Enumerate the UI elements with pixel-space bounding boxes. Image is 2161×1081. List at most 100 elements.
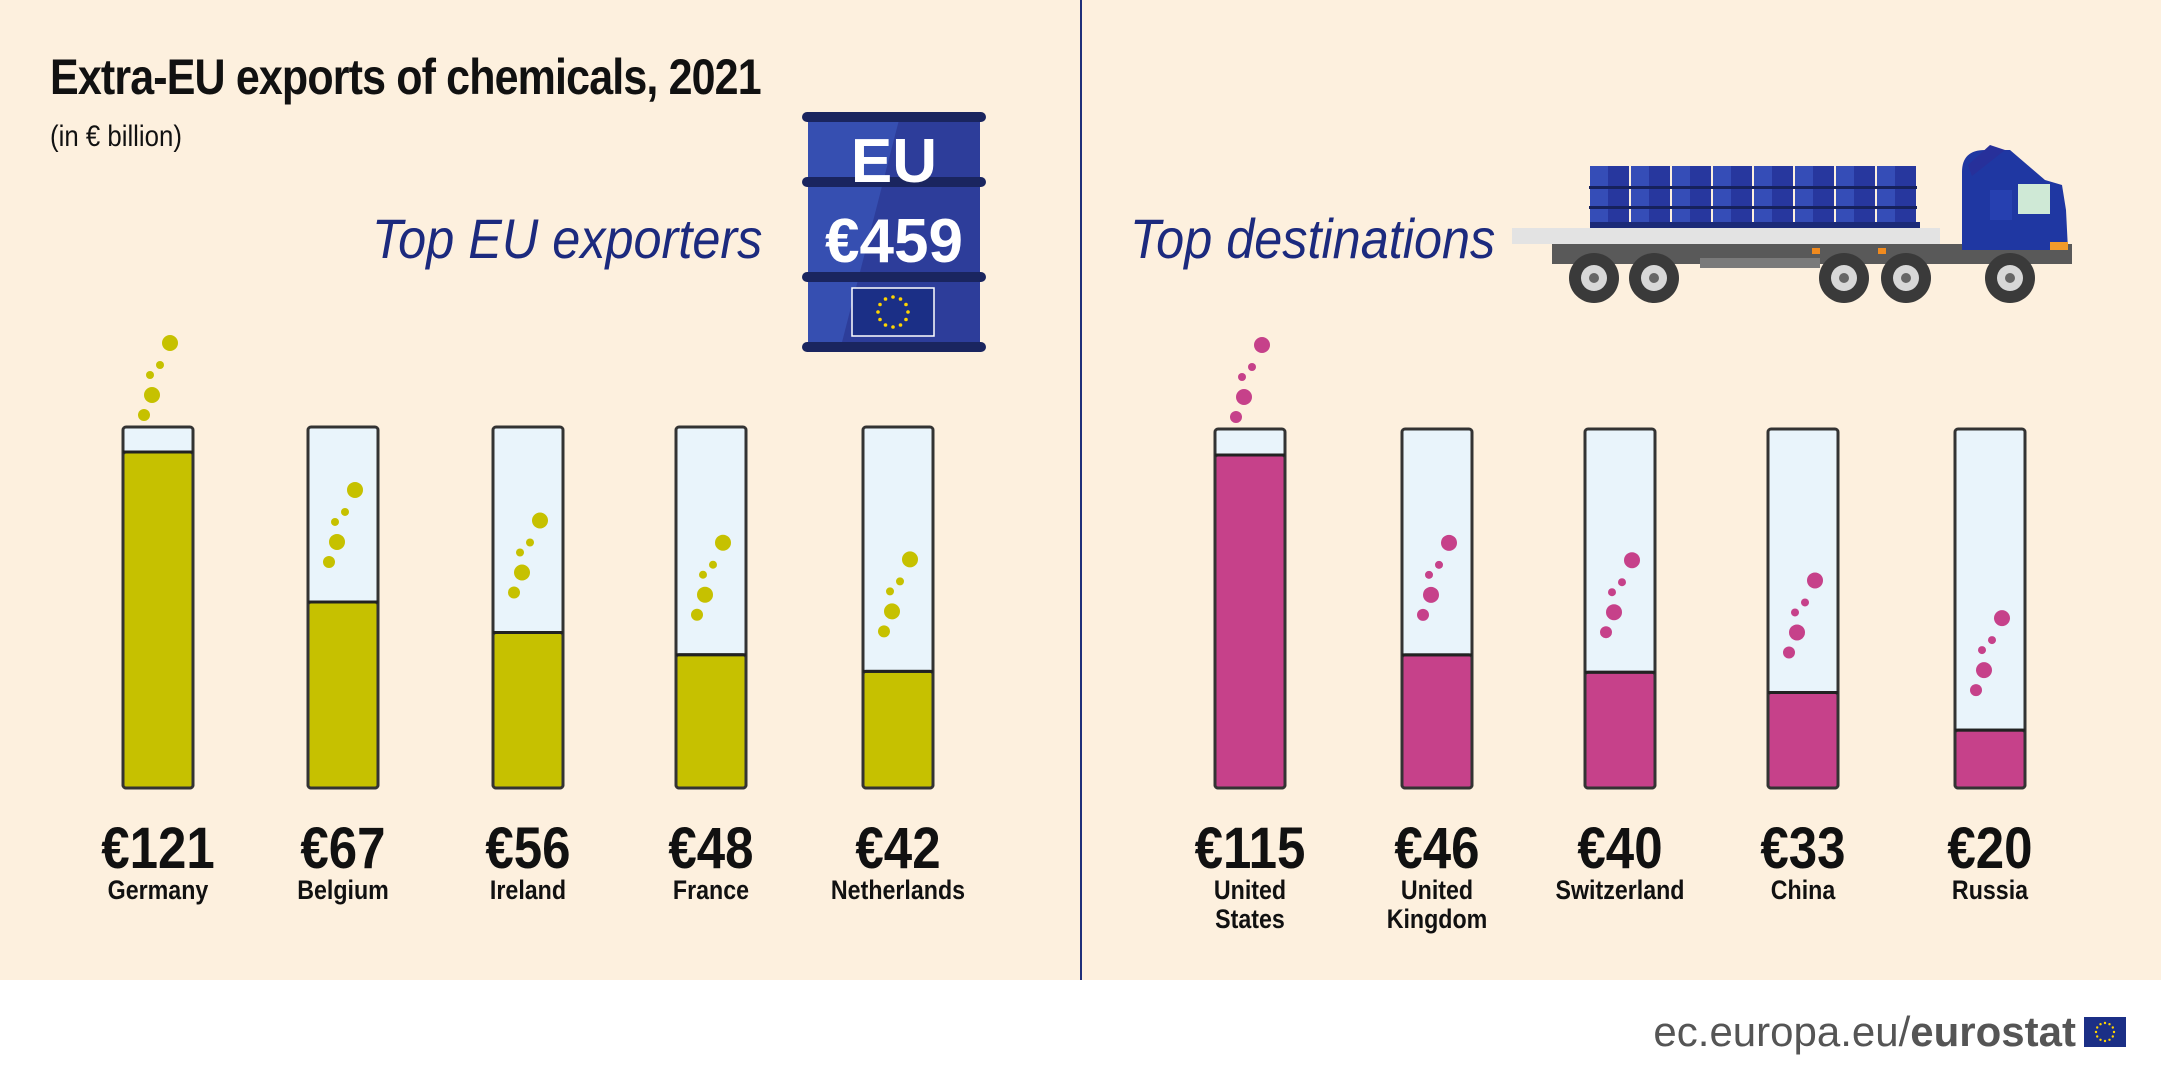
eu-star [2096, 1035, 2099, 1038]
bubbles-icon [1994, 610, 2010, 627]
bubbles-icon [1417, 608, 1429, 621]
truck-wheel-center [2005, 273, 2015, 283]
value-label: €48 [668, 816, 753, 881]
eu-star [883, 297, 888, 301]
category-label: Kingdom [1387, 904, 1488, 934]
truck-barrel-highlight [1631, 166, 1649, 224]
bubbles-icon [1425, 570, 1433, 579]
value-label: €115 [1195, 816, 1306, 881]
eu-star [883, 323, 888, 327]
bubbles-icon [1608, 588, 1616, 597]
bubbles-icon [697, 586, 713, 603]
value-label: €20 [1947, 816, 2032, 881]
category-label: Ireland [490, 875, 566, 905]
bubbles-icon [144, 387, 160, 403]
bar [861, 669, 935, 790]
value-label: €33 [1760, 816, 1845, 881]
bar [1213, 453, 1287, 790]
barrel-icon: EU €459 [802, 112, 986, 352]
bubbles-icon [1807, 572, 1823, 589]
value-label: €40 [1577, 816, 1662, 881]
truck-barrel-highlight [1877, 166, 1895, 224]
bubbles-icon [1606, 604, 1622, 621]
truck-barrel-band [1753, 186, 1794, 189]
bubbles-icon [347, 481, 363, 498]
eu-star [904, 302, 908, 307]
category-label: China [1771, 875, 1836, 905]
eu-star [904, 317, 908, 322]
category-label: Netherlands [831, 875, 965, 905]
truck-wheel-center [1901, 273, 1911, 283]
bar [306, 600, 380, 790]
bubbles-icon [699, 570, 707, 579]
eu-flag-icon [2084, 1017, 2126, 1047]
category-label: Russia [1952, 875, 2029, 905]
bubbles-icon [341, 507, 349, 516]
bubbles-icon [691, 608, 703, 621]
bubbles-icon [1248, 363, 1256, 371]
value-label: €42 [855, 816, 940, 881]
bubbles-icon [532, 512, 548, 529]
bar [1400, 653, 1474, 790]
truck-barrel-band [1753, 206, 1794, 209]
truck-barrel-band [1835, 186, 1876, 189]
truck-wheel-center [1649, 273, 1659, 283]
bubbles-icon [156, 361, 164, 369]
footer-brand: eurostat [1910, 1008, 2076, 1055]
chart-title: Extra-EU exports of chemicals, 2021 [50, 49, 762, 105]
eu-star [891, 295, 895, 299]
bubbles-icon [1441, 534, 1457, 551]
eu-star [2111, 1026, 2114, 1029]
bubbles-icon [162, 335, 178, 351]
eu-star [2111, 1035, 2114, 1038]
eu-star [2103, 1039, 2107, 1043]
truck-barrel-highlight [1672, 166, 1690, 224]
eu-star [878, 302, 882, 307]
bubbles-icon [1624, 552, 1640, 569]
bubbles-icon [1600, 626, 1612, 639]
category-label: France [673, 875, 749, 905]
footer-domain: ec.europa.eu/ [1653, 1008, 1911, 1055]
eu-star [2096, 1026, 2099, 1029]
eu-star [2094, 1030, 2098, 1034]
bubbles-icon [331, 517, 339, 526]
eu-star [2099, 1038, 2102, 1041]
category-label: Belgium [297, 875, 389, 905]
bubbles-icon [508, 586, 520, 599]
bar [1953, 728, 2027, 790]
bubbles-icon [1970, 684, 1982, 697]
category-label: Germany [108, 875, 209, 905]
bubbles-icon [896, 577, 904, 586]
bubbles-icon [1976, 662, 1992, 679]
bubbles-icon [514, 564, 530, 581]
bubbles-icon [1618, 578, 1626, 587]
bubbles-icon [886, 587, 894, 596]
chart-subtitle: (in € billion) [50, 120, 182, 153]
eu-star [878, 317, 882, 322]
bar [1766, 690, 1840, 790]
eu-star [2099, 1023, 2102, 1026]
bubbles-icon [1789, 624, 1805, 641]
eu-star [2103, 1021, 2107, 1025]
destinations-section-title: Top destinations [1130, 207, 1496, 270]
section-divider [1080, 0, 1082, 980]
bubbles-icon [884, 603, 900, 620]
eu-star [2112, 1030, 2116, 1034]
truck-barrel-band [1589, 206, 1630, 209]
bubbles-icon [1230, 411, 1242, 423]
footer-source: ec.europa.eu/eurostat [1653, 1008, 2126, 1056]
bubbles-icon [1435, 560, 1443, 569]
eu-star [898, 297, 903, 301]
truck-barrel-band [1630, 206, 1671, 209]
bubbles-icon [878, 625, 890, 638]
truck-barrel-highlight [1590, 166, 1608, 224]
truck-barrel-band [1630, 186, 1671, 189]
bubbles-icon [1801, 598, 1809, 607]
category-label: States [1215, 904, 1285, 934]
truck-wheel-center [1589, 273, 1599, 283]
bubbles-icon [1254, 337, 1270, 353]
bubbles-icon [1783, 646, 1795, 659]
bubbles-icon [1791, 608, 1799, 617]
bubbles-icon [516, 548, 524, 557]
value-label: €67 [300, 816, 385, 881]
